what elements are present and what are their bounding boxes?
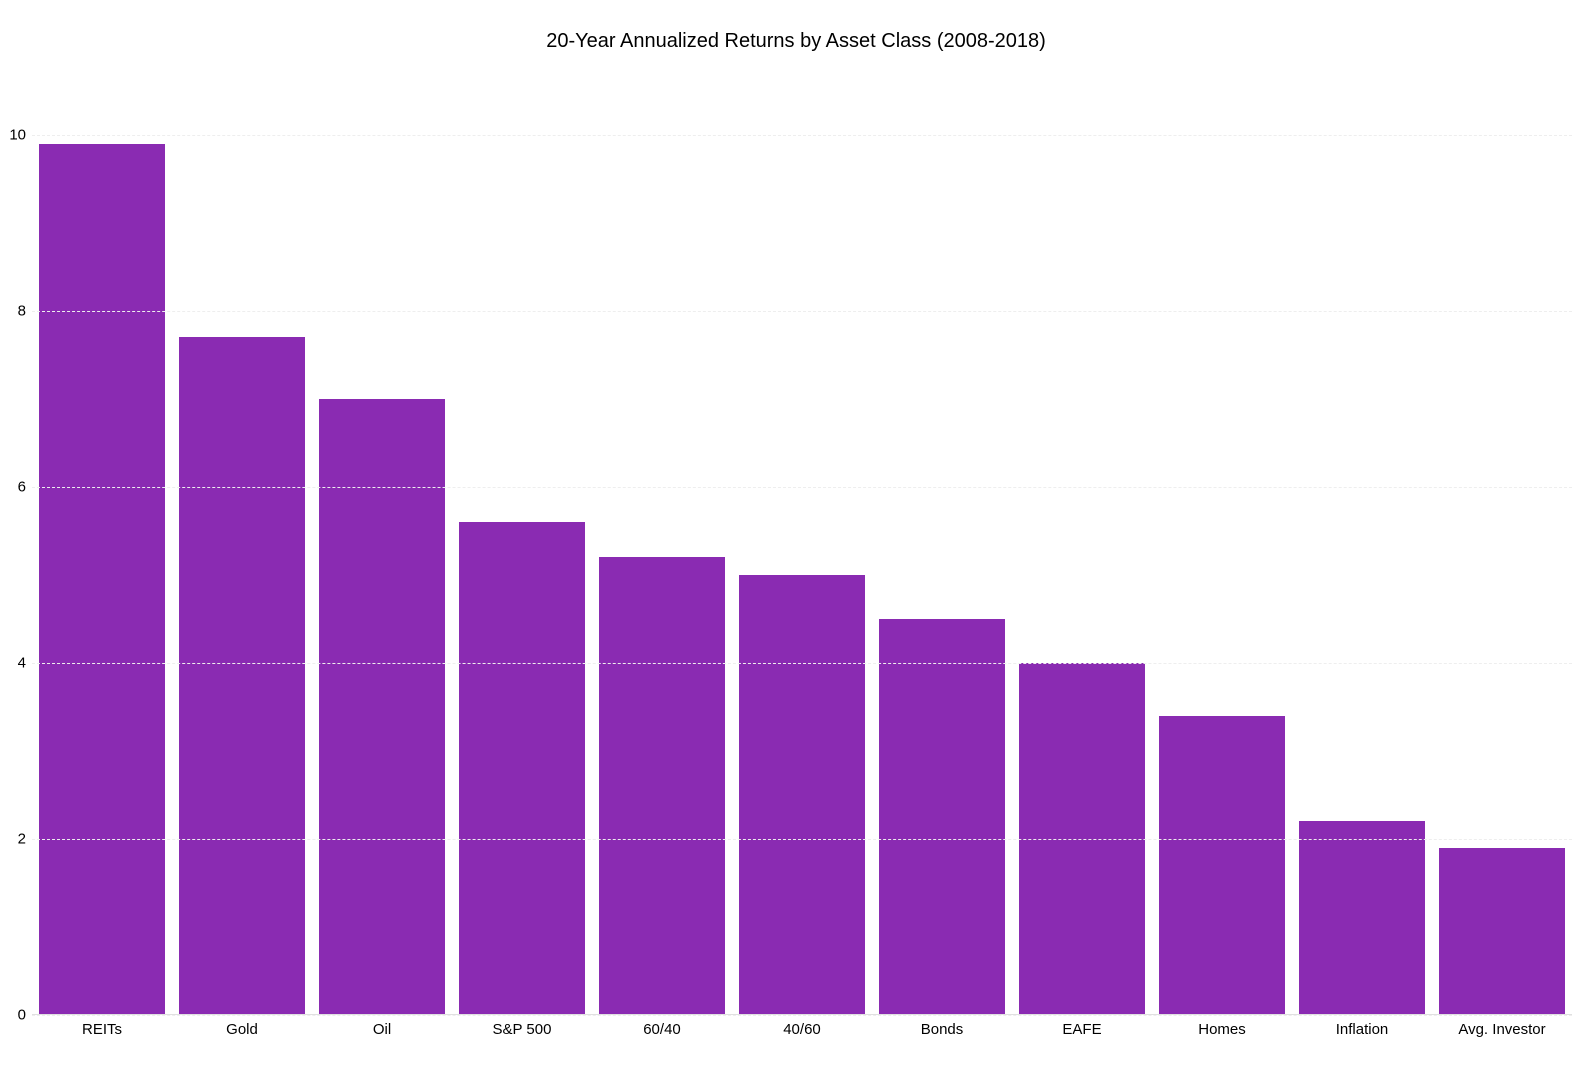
bar [879,619,1005,1015]
xtick-label: REITs [32,1021,172,1038]
bar [1159,716,1285,1015]
bar [319,399,445,1015]
xtick-label: Inflation [1292,1021,1432,1038]
xtick-label: Oil [312,1021,452,1038]
bar [739,575,865,1015]
x-axis-line [32,1014,1572,1015]
gridline [32,135,1572,136]
xtick-label: 60/40 [592,1021,732,1038]
bar [179,337,305,1015]
ytick-label: 0 [2,1007,26,1024]
bar [39,144,165,1015]
bar [459,522,585,1015]
ytick-label: 8 [2,303,26,320]
bars-layer [32,135,1572,1015]
ytick-label: 4 [2,655,26,672]
bar [1439,848,1565,1015]
ytick-label: 2 [2,831,26,848]
xtick-label: Bonds [872,1021,1012,1038]
chart-container: 20-Year Annualized Returns by Asset Clas… [0,0,1592,1088]
ytick-label: 6 [2,479,26,496]
gridline [32,311,1572,312]
chart-title: 20-Year Annualized Returns by Asset Clas… [0,30,1592,53]
bar [1299,821,1425,1015]
bar [599,557,725,1015]
plot-area: 0246810REITsGoldOilS&P 50060/4040/60Bond… [32,135,1572,1015]
gridline [32,487,1572,488]
gridline [32,663,1572,664]
ytick-label: 10 [2,127,26,144]
xtick-label: 40/60 [732,1021,872,1038]
xtick-label: EAFE [1012,1021,1152,1038]
gridline [32,1015,1572,1016]
gridline [32,839,1572,840]
xtick-label: Homes [1152,1021,1292,1038]
xtick-label: Avg. Investor [1432,1021,1572,1038]
xtick-label: Gold [172,1021,312,1038]
xtick-label: S&P 500 [452,1021,592,1038]
